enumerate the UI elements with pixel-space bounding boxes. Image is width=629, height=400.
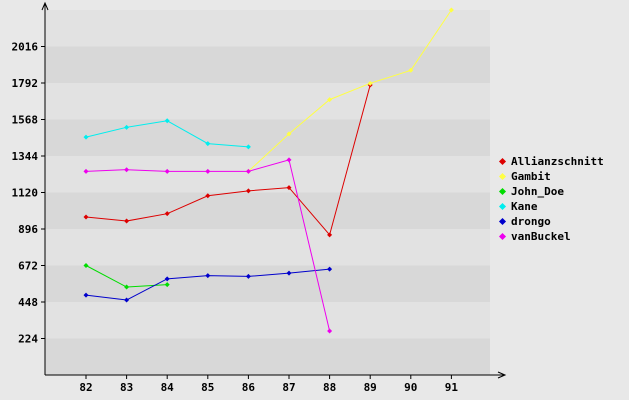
data-point — [286, 185, 292, 191]
y-tick-label: 448 — [18, 296, 38, 309]
y-tick-label: 2016 — [12, 41, 39, 54]
data-point — [286, 157, 292, 163]
x-axis-arrow — [497, 371, 507, 379]
legend-marker-icon — [498, 232, 507, 241]
data-point — [83, 168, 89, 174]
data-point — [83, 134, 89, 140]
y-tick-label: 1568 — [12, 114, 39, 127]
legend-marker-icon — [498, 217, 507, 226]
x-tick-label: 89 — [364, 381, 377, 394]
x-tick-label: 91 — [445, 381, 459, 394]
grid-band — [45, 229, 490, 266]
data-point — [205, 273, 211, 279]
grid-band — [45, 46, 490, 83]
x-tick-label: 85 — [201, 381, 214, 394]
data-point — [327, 266, 333, 272]
data-point — [164, 118, 170, 124]
grid-band — [45, 119, 490, 156]
data-point — [124, 284, 130, 290]
x-tick-label: 87 — [282, 381, 295, 394]
x-tick-label: 83 — [120, 381, 133, 394]
y-tick-label: 1792 — [12, 77, 39, 90]
data-point — [124, 218, 130, 224]
legend-label: John_Doe — [511, 185, 564, 198]
legend-item: drongo — [498, 214, 604, 229]
legend-item: vanBuckel — [498, 229, 604, 244]
series-line-allianzschnitt — [85, 84, 371, 236]
legend-item: Kane — [498, 199, 604, 214]
data-point — [205, 168, 211, 174]
data-point — [164, 282, 170, 288]
x-tick-label: 86 — [242, 381, 256, 394]
y-tick-label: 1344 — [12, 150, 39, 163]
legend-label: Gambit — [511, 170, 551, 183]
x-tick-label: 88 — [323, 381, 336, 394]
y-tick-label: 224 — [18, 333, 38, 346]
axes — [41, 1, 507, 379]
legend-marker-icon — [498, 187, 507, 196]
data-point — [327, 232, 333, 238]
data-point — [124, 297, 130, 303]
legend-marker-icon — [498, 157, 507, 166]
data-point — [245, 188, 251, 194]
data-point — [245, 273, 251, 279]
series-line-gambit — [248, 9, 452, 172]
legend-item: Allianzschnitt — [498, 154, 604, 169]
legend-label: Allianzschnitt — [511, 155, 604, 168]
data-point — [408, 67, 414, 73]
x-tick-label: 84 — [161, 381, 175, 394]
data-point — [164, 276, 170, 282]
legend: Allianzschnitt Gambit John_Doe Kane drongo va… — [498, 154, 604, 244]
data-point — [286, 131, 292, 137]
plot-background — [45, 10, 490, 375]
data-point — [327, 328, 333, 334]
legend-item: John_Doe — [498, 184, 604, 199]
data-point — [124, 124, 130, 130]
data-point — [124, 167, 130, 173]
x-axis-ticks: 82 83 84 85 86 87 88 89 90 91 — [79, 375, 458, 394]
legend-marker-icon — [498, 202, 507, 211]
y-tick-label: 672 — [18, 260, 38, 273]
data-point — [367, 80, 373, 86]
grid-band — [45, 338, 490, 375]
grid-band — [45, 156, 490, 193]
data-point — [205, 193, 211, 199]
data-point — [83, 263, 89, 268]
series-group — [83, 7, 454, 334]
legend-label: drongo — [511, 215, 551, 228]
data-point — [164, 168, 170, 174]
data-point — [83, 292, 89, 298]
data-point — [245, 168, 251, 174]
legend-marker-icon — [498, 172, 507, 181]
x-tick-label: 90 — [404, 381, 417, 394]
data-point — [205, 141, 211, 147]
data-point — [327, 97, 333, 103]
y-axis-arrow — [41, 1, 49, 11]
x-tick-label: 82 — [79, 381, 92, 394]
grid-band — [45, 192, 490, 229]
data-point — [83, 214, 89, 220]
data-point — [286, 270, 292, 276]
grid-band — [45, 302, 490, 339]
legend-item: Gambit — [498, 169, 604, 184]
grid-band — [45, 83, 490, 120]
y-tick-label: 1120 — [12, 187, 39, 200]
y-axis-ticks: 224 448 672 896 1120 1344 1568 1792 2016 — [12, 41, 45, 346]
data-point — [164, 211, 170, 217]
y-tick-label: 896 — [18, 223, 38, 236]
data-point — [245, 144, 251, 150]
data-point — [448, 7, 454, 13]
grid-band — [45, 265, 490, 302]
grid-band — [45, 10, 490, 47]
legend-label: Kane — [511, 200, 538, 213]
legend-label: vanBuckel — [511, 230, 571, 243]
